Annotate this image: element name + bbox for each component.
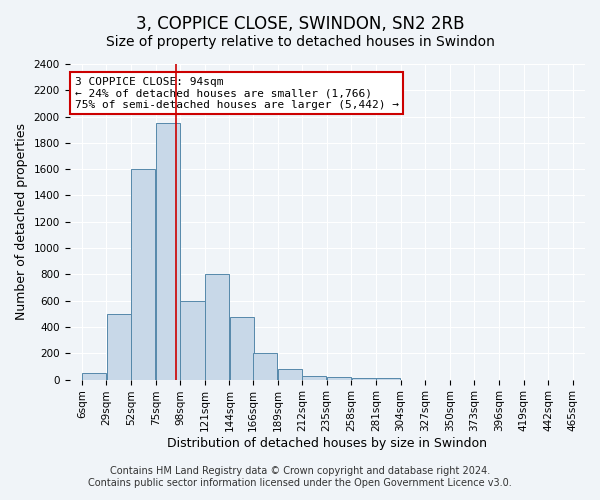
Bar xyxy=(302,376,326,380)
Bar xyxy=(107,314,131,380)
Bar xyxy=(327,377,351,380)
Text: 3, COPPICE CLOSE, SWINDON, SN2 2RB: 3, COPPICE CLOSE, SWINDON, SN2 2RB xyxy=(136,15,464,33)
Bar xyxy=(131,169,155,380)
Bar xyxy=(205,274,229,380)
Y-axis label: Number of detached properties: Number of detached properties xyxy=(15,124,28,320)
Text: Size of property relative to detached houses in Swindon: Size of property relative to detached ho… xyxy=(106,35,494,49)
Bar xyxy=(278,369,302,380)
Bar xyxy=(181,300,205,380)
Bar xyxy=(352,378,376,380)
Bar xyxy=(253,354,277,380)
Bar xyxy=(230,317,254,380)
Bar xyxy=(82,373,106,380)
Text: Contains HM Land Registry data © Crown copyright and database right 2024.
Contai: Contains HM Land Registry data © Crown c… xyxy=(88,466,512,487)
Text: 3 COPPICE CLOSE: 94sqm
← 24% of detached houses are smaller (1,766)
75% of semi-: 3 COPPICE CLOSE: 94sqm ← 24% of detached… xyxy=(74,76,398,110)
Bar xyxy=(156,123,180,380)
Bar xyxy=(376,378,400,380)
X-axis label: Distribution of detached houses by size in Swindon: Distribution of detached houses by size … xyxy=(167,437,487,450)
